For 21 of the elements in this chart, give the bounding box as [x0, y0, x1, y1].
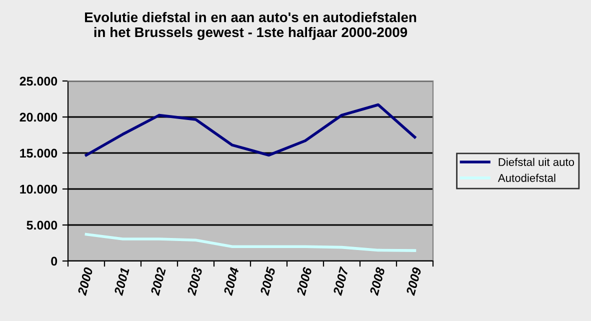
line-series: [84, 232, 416, 252]
line-series: [84, 103, 416, 157]
x-tick-label: 2001: [114, 267, 130, 296]
y-tick-label: 15.000: [20, 148, 58, 158]
legend-label: Diefstal uit auto: [498, 158, 574, 166]
x-tick-label: 2000: [77, 266, 94, 296]
y-tick-label: 25.000: [20, 76, 58, 86]
y-tick-label: 0: [51, 256, 58, 266]
legend-label: Autodiefstal: [498, 174, 556, 182]
x-tick-label: 2003: [186, 266, 203, 296]
y-tick-label: 10.000: [20, 184, 58, 194]
chart-title: Evolutie diefstal in en aan auto's en autodiefstalen in het Brussels gewest - 1ste halfjaar 2000-2009: [85, 12, 416, 40]
x-tick-label: 2007: [332, 266, 349, 296]
y-tick-label: 20.000: [20, 112, 58, 122]
x-tick-label: 2009: [406, 266, 422, 296]
x-tick-label: 2004: [223, 266, 240, 296]
x-tick-label: 2005: [260, 266, 276, 296]
y-tick-label: 5.000: [26, 220, 58, 230]
x-tick-label: 2002: [150, 266, 166, 296]
x-tick-label: 2006: [296, 266, 312, 296]
x-tick-label: 2008: [369, 266, 386, 296]
